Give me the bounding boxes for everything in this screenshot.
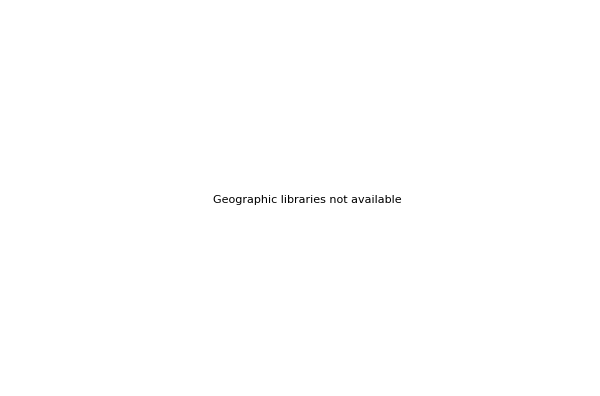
Text: Geographic libraries not available: Geographic libraries not available	[213, 195, 402, 205]
